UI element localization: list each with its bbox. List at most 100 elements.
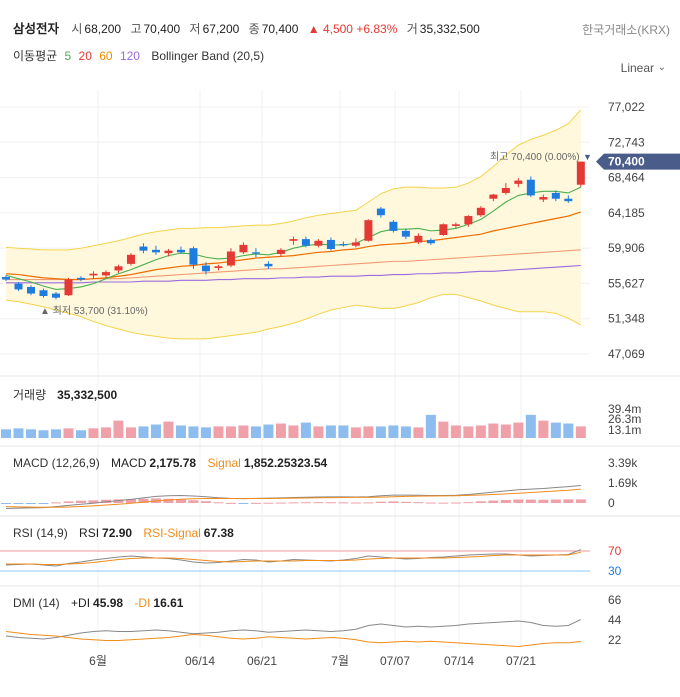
candle-body: [176, 249, 185, 253]
candle-body: [164, 250, 173, 254]
volume-bar: [375, 426, 386, 438]
ma-legend[interactable]: 이동평균 5 20 60 120 Bollinger Band (20,5): [13, 47, 268, 64]
volume-bar: [1, 429, 11, 438]
candle-body: [239, 244, 248, 253]
candle-body: [151, 249, 160, 253]
price-panel: [2, 109, 585, 340]
macd-histogram-bar: [188, 500, 199, 503]
candle-body: [64, 279, 73, 296]
volume-bar: [188, 426, 199, 438]
candle-body: [576, 161, 585, 185]
macd-histogram-bar: [513, 499, 524, 503]
exchange-label: 한국거래소(KRX): [582, 23, 670, 37]
volume-bar: [313, 426, 324, 438]
candle-body: [251, 252, 260, 254]
close-value: 70,400: [261, 22, 299, 36]
x-tick-label: 6월: [89, 654, 107, 668]
volume-bar: [63, 428, 74, 438]
candle-body: [326, 239, 335, 250]
open-value: 68,200: [84, 22, 122, 36]
candle-body: [2, 277, 10, 280]
macd-histogram-bar: [300, 502, 311, 504]
mdi-line: [5, 631, 581, 648]
macd-histogram-bar: [13, 503, 24, 504]
low-annotation: ▲ 최저 53,700 (31.10%): [40, 305, 148, 317]
volume-bar: [513, 422, 524, 438]
candle-body: [451, 224, 460, 226]
volume-bar: [13, 428, 24, 438]
ma-legend-label: 이동평균: [13, 49, 58, 63]
macd-panel: [1, 484, 586, 509]
macd-histogram-bar: [250, 502, 261, 504]
bollinger-upper-line: [5, 109, 582, 251]
candle-body: [489, 194, 498, 199]
volume-panel: [1, 414, 586, 438]
macd-histogram-bar: [50, 502, 61, 504]
macd-histogram-bar: [388, 501, 399, 503]
volume-bar: [463, 426, 474, 438]
volume-bar: [288, 425, 299, 438]
macd-tick-label: 0: [608, 496, 615, 510]
macd-histogram-bar: [175, 499, 186, 503]
volume-bar: [50, 429, 61, 438]
macd-histogram-bar: [425, 502, 436, 504]
macd-histogram-bar: [75, 500, 86, 503]
macd-line: [5, 484, 581, 509]
candle-body: [514, 180, 523, 184]
candle-body: [351, 242, 360, 246]
macd-signal-line: [5, 488, 581, 508]
candle-body: [114, 266, 123, 271]
volume-tick-label: 26.3m: [608, 412, 641, 426]
volume-bar: [175, 425, 186, 438]
volume-value: 35,332,500: [419, 22, 480, 36]
volume-bar: [138, 426, 149, 438]
candle-body: [526, 179, 535, 196]
change-pct: +6.83%: [356, 22, 398, 36]
volume-bar: [550, 422, 561, 438]
volume-bar: [475, 425, 486, 438]
volume-bar: [250, 426, 261, 438]
candle-body: [39, 290, 48, 297]
rsi-signal-label: RSI-Signal: [143, 526, 201, 540]
change-value: ▲ 4,500: [307, 22, 353, 36]
pdi-value: 45.98: [93, 596, 124, 610]
candle-body: [189, 248, 198, 265]
macd-signal-value: 1,852.25323.54: [243, 456, 328, 470]
chevron-down-icon[interactable]: ⌄: [657, 62, 666, 73]
macd-tick-label: 3.39k: [608, 456, 638, 470]
volume-bar: [425, 414, 436, 438]
candle-body: [289, 239, 298, 241]
macd-histogram-bar: [575, 499, 586, 503]
volume-bar: [538, 420, 549, 438]
volume-bar: [400, 426, 411, 438]
candle-body: [76, 277, 85, 280]
high-annotation: 최고 70,400 (0.00%): [490, 151, 580, 163]
volume-bar: [275, 423, 286, 438]
macd-histogram-bar: [213, 502, 224, 504]
dmi-tick-label: 22: [608, 633, 622, 647]
macd-histogram-bar: [125, 499, 136, 503]
volume-bar: [200, 427, 211, 438]
volume-bar: [500, 424, 511, 438]
volume-bar: [213, 426, 224, 438]
scale-select[interactable]: Linear: [620, 61, 654, 75]
macd-histogram-bar: [313, 502, 324, 504]
high-label: 고: [130, 22, 142, 36]
volume-bar: [263, 424, 274, 438]
volume-bar: [125, 427, 136, 438]
price-tick-label: 72,743: [608, 135, 645, 149]
mdi-label: -DI: [134, 596, 151, 610]
pdi-line: [5, 619, 582, 640]
bollinger-lower-line: [5, 293, 582, 340]
macd-histogram-bar: [488, 500, 499, 503]
macd-histogram-bar: [1, 503, 11, 504]
volume-bar: [75, 430, 86, 438]
macd-value: 2,175.78: [149, 456, 197, 470]
volume-panel-label: 거래량 35,332,500: [13, 386, 117, 403]
candle-body: [426, 239, 435, 244]
volume-bar: [488, 423, 499, 438]
volume-bar: [38, 430, 49, 438]
rsi-panel: [0, 549, 590, 572]
macd-histogram-bar: [163, 498, 174, 503]
